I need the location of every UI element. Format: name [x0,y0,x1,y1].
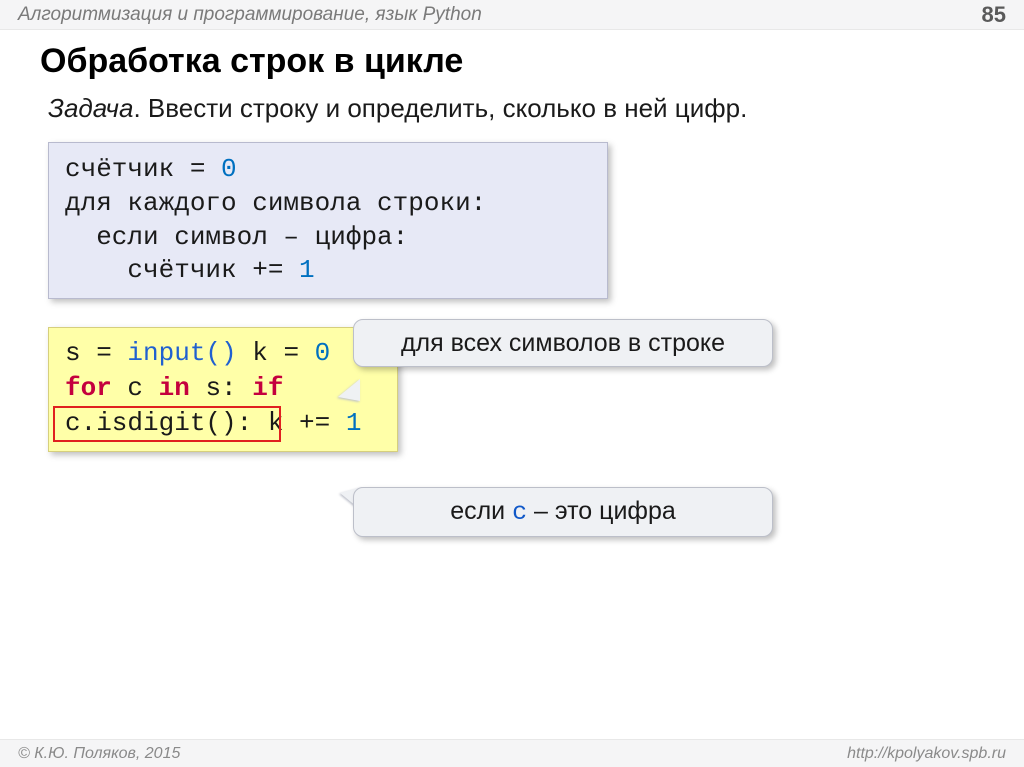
code-area: s = input() k = 0 for c in s: if c.isdig… [48,327,1024,452]
section-title: Обработка строк в цикле [0,30,1024,85]
callout2-var: c [512,498,527,527]
highlight-outline [53,406,281,442]
callout2-b: – это цифра [527,497,676,525]
pseudocode-box: счётчик = 0 для каждого символа строки: … [48,142,608,299]
page-number: 85 [982,2,1006,28]
c-l3d: s: [190,373,237,403]
c-l2b: 0 [315,338,331,368]
slide-footer: © К.Ю. Поляков, 2015 http://kpolyakov.sp… [0,739,1024,767]
c-l1a: s = [65,338,127,368]
pc-l4b: 1 [299,255,315,285]
callout-for-loop: для всех символов в строке [353,319,773,367]
c-l3c: in [159,373,190,403]
pc-l4a: счётчик += [65,255,299,285]
c-l4b: if [252,373,283,403]
pc-l2: для каждого символа строки: [65,188,486,218]
c-l1b: input() [127,338,236,368]
task-line: Задача. Ввести строку и определить, скол… [0,85,1024,124]
pc-l1b: 0 [221,154,237,184]
footer-url: http://kpolyakov.spb.ru [847,745,1006,763]
header-title: Алгоритмизация и программирование, язык … [18,4,482,26]
slide-header: Алгоритмизация и программирование, язык … [0,0,1024,30]
c-l3b: c [112,373,159,403]
c-l3a: for [65,373,112,403]
callout2-a: если [450,497,512,525]
footer-copyright: © К.Ю. Поляков, 2015 [18,745,180,763]
pc-l3: если символ – цифра: [65,222,408,252]
callout-isdigit: если c – это цифра [353,487,773,537]
c-l2a: k = [252,338,314,368]
callout1-text: для всех символов в строке [401,329,725,357]
c-l5b: 1 [346,408,362,438]
pc-l1a: счётчик = [65,154,221,184]
task-text: . Ввести строку и определить, сколько в … [133,93,747,123]
callout1-tail [338,379,360,401]
task-label: Задача [48,93,133,123]
